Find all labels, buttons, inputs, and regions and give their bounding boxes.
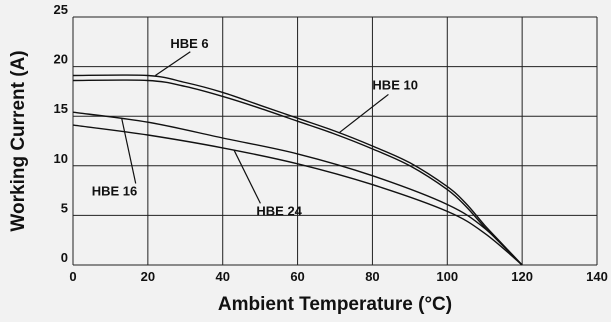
tick-labels: 0 20 40 60 80 100 120 140 0 5 10 15 20 25 [54, 2, 608, 284]
y-tick-label: 10 [54, 151, 68, 166]
annotations: HBE 6 HBE 10 HBE 16 HBE 24 [92, 36, 418, 219]
series-line-hbe-10 [72, 79, 523, 266]
y-tick-label: 5 [61, 200, 68, 215]
x-tick-label: 0 [69, 269, 76, 284]
y-tick-label: 0 [61, 250, 68, 265]
callout-label-hbe-6: HBE 6 [170, 36, 208, 51]
y-tick-label: 20 [54, 52, 68, 67]
x-tick-label: 40 [215, 269, 229, 284]
series-line-hbe-16 [72, 111, 523, 266]
x-tick-label: 100 [436, 269, 458, 284]
x-tick-label: 80 [365, 269, 379, 284]
x-tick-label: 120 [511, 269, 533, 284]
callout-leader-hbe-10 [338, 93, 389, 134]
plot-area [73, 17, 597, 265]
callout-label-hbe-16: HBE 16 [92, 184, 138, 199]
callout-leader-hbe-16 [121, 118, 137, 184]
series-line-hbe-24 [72, 124, 523, 266]
callout-label-hbe-24: HBE 24 [256, 203, 302, 218]
series-lines [72, 74, 523, 266]
x-tick-label: 140 [586, 269, 608, 284]
grid [72, 16, 598, 266]
x-axis-title: Ambient Temperature (°C) [218, 294, 452, 315]
callout-leader-hbe-24 [233, 149, 261, 204]
callout-leader-hbe-6 [155, 51, 191, 77]
x-tick-label: 60 [290, 269, 304, 284]
x-tick-label: 20 [141, 269, 155, 284]
y-tick-label: 25 [54, 2, 68, 17]
y-axis-title: Working Current (A) [8, 50, 29, 231]
callout-label-hbe-10: HBE 10 [372, 77, 418, 92]
y-tick-label: 15 [54, 101, 68, 116]
series-line-hbe-6 [72, 74, 523, 266]
